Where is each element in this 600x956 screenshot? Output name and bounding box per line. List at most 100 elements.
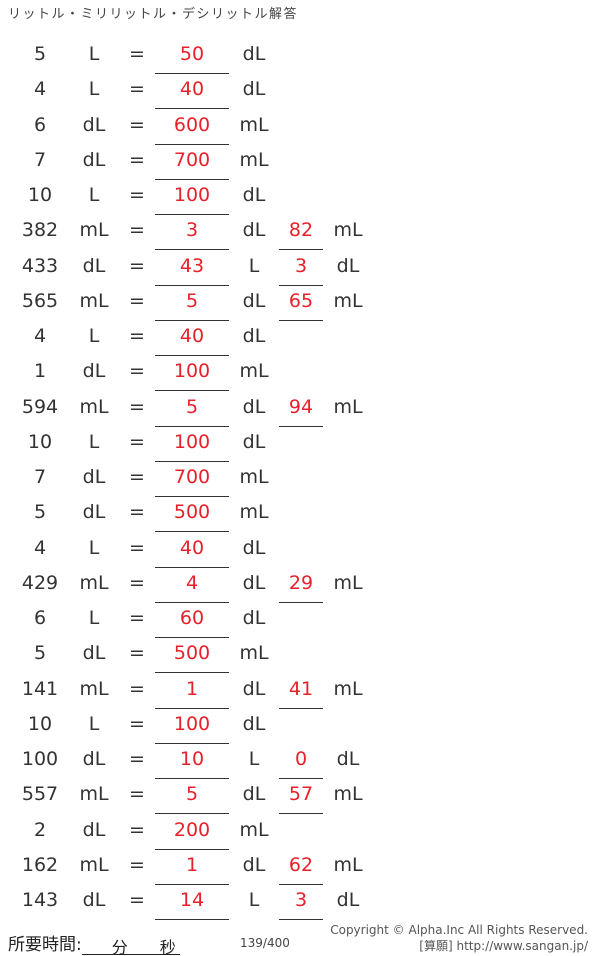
equals-sign: =	[129, 818, 145, 841]
quantity: 10	[27, 712, 53, 735]
answer-2: 65	[279, 290, 323, 321]
quantity: 5	[33, 642, 47, 665]
answer-1: 100	[155, 431, 229, 462]
quantity: 6	[33, 113, 47, 136]
answer-1: 5	[155, 396, 229, 427]
problem-row: 1 dL = 100 mL	[0, 354, 600, 392]
answer-1: 700	[155, 466, 229, 497]
quantity: 7	[33, 148, 47, 171]
equals-sign: =	[129, 219, 145, 242]
from-unit: L	[88, 43, 100, 65]
quantity: 10	[27, 184, 53, 206]
answer-1: 5	[155, 783, 229, 815]
equals-sign: =	[129, 395, 145, 418]
problem-row: 557 mL = 5 dL 57 mL	[0, 777, 600, 815]
equals-sign: =	[129, 642, 145, 665]
answer-unit-1: dL	[242, 325, 266, 347]
quantity: 2	[33, 818, 47, 841]
equals-sign: =	[129, 571, 145, 594]
from-unit: mL	[79, 853, 109, 876]
quantity: 565	[21, 289, 59, 312]
answer-2: 0	[279, 748, 323, 779]
from-unit: mL	[79, 289, 109, 312]
quantity: 5	[33, 501, 47, 524]
problem-row: 10 L = 100 dL	[0, 178, 600, 215]
answer-1: 4	[155, 572, 229, 603]
from-unit: dL	[82, 148, 106, 171]
problem-row: 6 L = 60 dL	[0, 601, 600, 638]
equals-sign: =	[129, 501, 145, 524]
answer-1: 200	[155, 819, 229, 850]
quantity: 4	[33, 325, 47, 347]
problem-row: 433 dL = 43 L 3 dL	[0, 249, 600, 286]
answer-1: 100	[155, 184, 229, 215]
from-unit: L	[88, 78, 100, 101]
answer-unit-1: dL	[242, 395, 266, 418]
problem-row: 4 L = 40 dL	[0, 319, 600, 356]
answer-1: 100	[155, 360, 229, 392]
copyright-block: Copyright © Alpha.Inc All Rights Reserve…	[330, 922, 588, 954]
quantity: 162	[21, 853, 59, 876]
problem-row: 429 mL = 4 dL 29 mL	[0, 566, 600, 603]
equals-sign: =	[129, 430, 145, 453]
answer-1: 1	[155, 678, 229, 709]
from-unit: dL	[82, 501, 106, 524]
answer-2: 3	[279, 255, 323, 286]
equals-sign: =	[129, 148, 145, 171]
equals-sign: =	[129, 78, 145, 101]
problem-row: 4 L = 40 dL	[0, 531, 600, 568]
answer-unit-1: dL	[242, 712, 266, 735]
answer-unit-1: dL	[242, 536, 266, 559]
answer-unit-2: mL	[333, 395, 363, 418]
equals-sign: =	[129, 113, 145, 136]
quantity: 100	[21, 748, 59, 770]
problem-row: 382 mL = 3 dL 82 mL	[0, 213, 600, 251]
equals-sign: =	[129, 325, 145, 347]
equals-sign: =	[129, 712, 145, 735]
minutes-label: 分	[111, 938, 128, 956]
problem-row: 2 dL = 200 mL	[0, 813, 600, 850]
answer-unit-1: dL	[242, 219, 266, 242]
equals-sign: =	[129, 254, 145, 277]
answer-1: 500	[155, 642, 229, 674]
answer-unit-2: mL	[333, 289, 363, 312]
answer-unit-1: dL	[242, 289, 266, 312]
answer-unit-1: dL	[242, 783, 266, 806]
answer-1: 10	[155, 748, 229, 779]
answer-2: 41	[279, 678, 323, 709]
problem-row: 7 dL = 700 mL	[0, 143, 600, 180]
answer-1: 600	[155, 114, 229, 145]
site-link[interactable]: [算願] http://www.sangan.jp/	[419, 939, 588, 953]
from-unit: dL	[82, 113, 106, 136]
answer-unit-1: L	[248, 748, 260, 770]
from-unit: dL	[82, 254, 106, 277]
from-unit: mL	[79, 677, 109, 700]
from-unit: L	[88, 712, 100, 735]
equals-sign: =	[129, 43, 145, 65]
problem-row: 594 mL = 5 dL 94 mL	[0, 390, 600, 427]
equals-sign: =	[129, 607, 145, 629]
page-number: 139/400	[240, 936, 290, 950]
answer-1: 3	[155, 219, 229, 251]
quantity: 4	[33, 78, 47, 101]
quantity: 433	[21, 254, 59, 277]
from-unit: mL	[79, 571, 109, 594]
page-title: リットル・ミリリットル・デシリットル解答	[8, 7, 299, 22]
equals-sign: =	[129, 466, 145, 488]
equals-sign: =	[129, 536, 145, 559]
from-unit: L	[88, 325, 100, 347]
answer-unit-1: dL	[242, 677, 266, 700]
quantity: 4	[33, 536, 47, 559]
equals-sign: =	[129, 783, 145, 806]
answer-1: 1	[155, 854, 229, 885]
problem-row: 5 L = 50 dL	[0, 37, 600, 74]
answer-unit-2: dL	[336, 889, 360, 911]
answer-unit-1: dL	[242, 571, 266, 594]
answer-unit-2: mL	[333, 571, 363, 594]
from-unit: dL	[82, 889, 106, 911]
copyright: Copyright © Alpha.Inc All Rights Reserve…	[330, 923, 588, 937]
answer-unit-1: dL	[242, 607, 266, 629]
quantity: 557	[21, 783, 59, 806]
quantity: 143	[21, 889, 59, 911]
